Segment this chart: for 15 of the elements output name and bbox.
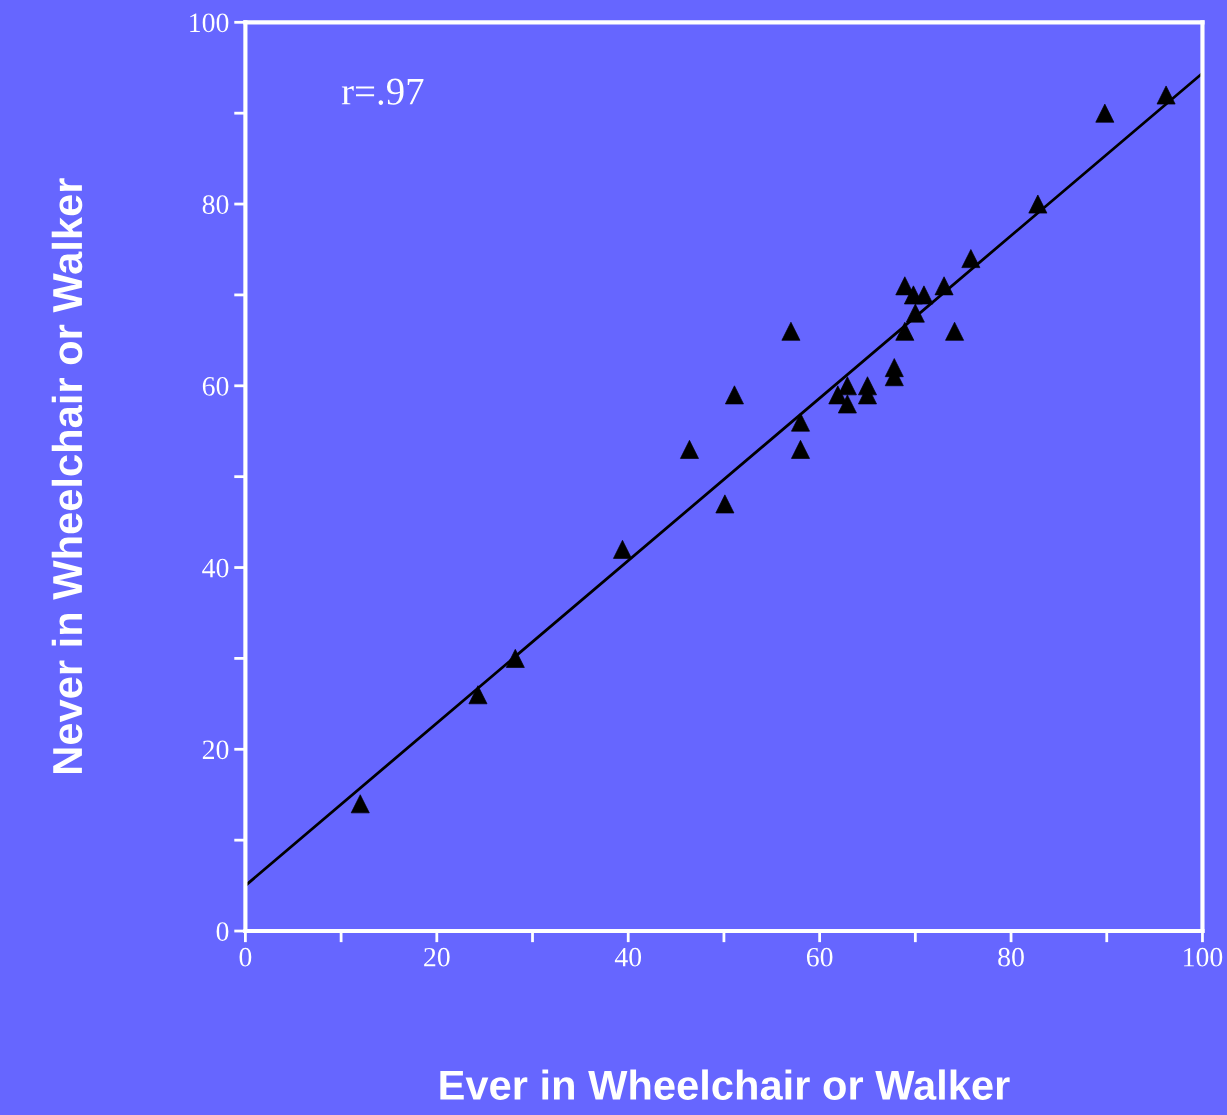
y-tick-label: 40 (202, 558, 229, 578)
y-tick-label: 80 (202, 195, 229, 214)
y-tick-label: 60 (202, 376, 229, 396)
y-axis-title: Never in Wheelchair or Walker (51, 178, 83, 773)
x-tick-label: 100 (1184, 947, 1223, 967)
y-tick-label: 20 (202, 740, 229, 760)
x-tick-label: 40 (614, 947, 642, 967)
x-tick-label: 20 (424, 947, 450, 967)
x-tick-label: 80 (998, 947, 1024, 967)
y-tick-label: 0 (216, 922, 229, 941)
x-tick-label: 0 (239, 947, 252, 967)
x-tick-label: 60 (806, 947, 833, 967)
y-tick-label: 100 (190, 13, 229, 33)
x-axis-title: Ever in Wheelchair or Walker (440, 1069, 1010, 1101)
annotation: r=.97 (341, 78, 424, 105)
